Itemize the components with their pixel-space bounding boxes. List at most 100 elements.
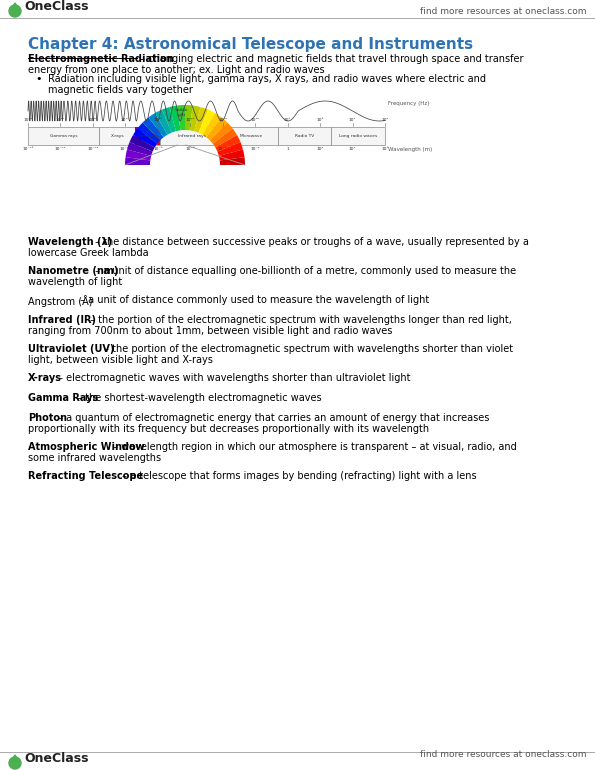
Text: – a unit of distance equalling one-billionth of a metre, commonly used to measur: – a unit of distance equalling one-billi… xyxy=(92,266,516,276)
Wedge shape xyxy=(143,117,164,140)
Text: 10⁻⁶: 10⁻⁶ xyxy=(186,147,195,151)
Wedge shape xyxy=(133,129,157,148)
Text: OneClass: OneClass xyxy=(24,1,89,14)
Wedge shape xyxy=(202,113,221,137)
Bar xyxy=(278,127,331,145)
Text: Atmospheric Window: Atmospheric Window xyxy=(28,442,145,452)
Text: Radiation including visible light, gamma rays, X rays, and radio waves where ele: Radiation including visible light, gamma… xyxy=(48,74,486,84)
Text: some infrared wavelengths: some infrared wavelengths xyxy=(28,453,161,463)
Text: magnetic fields vary together: magnetic fields vary together xyxy=(48,85,193,95)
Text: 10⁶: 10⁶ xyxy=(317,118,324,122)
Text: Ultraviolet: Ultraviolet xyxy=(136,134,159,138)
Text: 10²⁰: 10²⁰ xyxy=(89,118,98,122)
Text: 10⁻¹⁰: 10⁻¹⁰ xyxy=(120,147,131,151)
Text: Wavelength (λ): Wavelength (λ) xyxy=(28,237,112,247)
Text: Radio TV: Radio TV xyxy=(295,134,314,138)
Wedge shape xyxy=(206,117,227,140)
Wedge shape xyxy=(126,149,151,160)
Text: proportionally with its frequency but decreases proportionally with its waveleng: proportionally with its frequency but de… xyxy=(28,424,429,434)
Wedge shape xyxy=(177,105,185,130)
Wedge shape xyxy=(217,142,243,156)
Text: Refracting Telescope: Refracting Telescope xyxy=(28,471,143,481)
Text: Gamma rays: Gamma rays xyxy=(50,134,77,138)
Bar xyxy=(160,127,224,145)
Wedge shape xyxy=(170,105,180,131)
Bar xyxy=(153,127,156,145)
Text: energy from one place to another; ex. Light and radio waves: energy from one place to another; ex. Li… xyxy=(28,65,325,75)
Text: Electromagnetic Radiation: Electromagnetic Radiation xyxy=(28,54,174,64)
Text: 10⁴: 10⁴ xyxy=(349,147,356,151)
Text: Microwave: Microwave xyxy=(240,134,263,138)
Text: Infrared (IR): Infrared (IR) xyxy=(28,315,96,325)
Circle shape xyxy=(9,5,21,17)
Wedge shape xyxy=(215,135,240,152)
Wedge shape xyxy=(190,105,201,131)
Text: 10²: 10² xyxy=(381,118,389,122)
Text: Chapter 4: Astronomical Telescope and Instruments: Chapter 4: Astronomical Telescope and In… xyxy=(28,37,473,52)
Text: – the distance between successive peaks or troughs of a wave, usually represente: – the distance between successive peaks … xyxy=(92,237,528,247)
Wedge shape xyxy=(130,135,155,152)
Text: Long radio waves: Long radio waves xyxy=(339,134,377,138)
Text: Nanometre (nm): Nanometre (nm) xyxy=(28,266,118,276)
Text: 10²⁴: 10²⁴ xyxy=(23,118,33,122)
Wedge shape xyxy=(155,109,171,135)
Text: 10⁶: 10⁶ xyxy=(381,147,389,151)
Wedge shape xyxy=(194,107,208,132)
Text: – the portion of the electromagnetic spectrum with wavelengths shorter than viol: – the portion of the electromagnetic spe… xyxy=(101,344,513,354)
Text: find more resources at oneclass.com: find more resources at oneclass.com xyxy=(421,750,587,759)
Text: – wavelength region in which our atmosphere is transparent – at visual, radio, a: – wavelength region in which our atmosph… xyxy=(110,442,516,452)
Wedge shape xyxy=(213,129,237,148)
Wedge shape xyxy=(219,149,245,160)
Wedge shape xyxy=(220,157,245,165)
Wedge shape xyxy=(185,105,193,130)
Wedge shape xyxy=(198,109,215,135)
Text: 10¹²: 10¹² xyxy=(218,118,227,122)
Polygon shape xyxy=(13,3,17,6)
Text: 10¹⁴: 10¹⁴ xyxy=(186,118,195,122)
Wedge shape xyxy=(125,157,151,165)
Bar xyxy=(28,127,99,145)
Text: wavelength of light: wavelength of light xyxy=(28,277,122,287)
Text: X-rays: X-rays xyxy=(111,134,124,138)
Text: Photon: Photon xyxy=(28,413,67,423)
Text: 10²²: 10²² xyxy=(56,118,65,122)
Bar xyxy=(139,127,142,145)
Text: 10⁸: 10⁸ xyxy=(284,118,292,122)
Wedge shape xyxy=(149,113,168,137)
Text: X-rays: X-rays xyxy=(28,373,62,383)
Bar xyxy=(224,127,278,145)
Text: 10⁴: 10⁴ xyxy=(349,118,356,122)
Text: – electromagnetic waves with wavelengths shorter than ultraviolet light: – electromagnetic waves with wavelengths… xyxy=(55,373,411,383)
Wedge shape xyxy=(210,122,233,144)
Text: light, between visible light and X-rays: light, between visible light and X-rays xyxy=(28,355,213,365)
Text: 10¹⁰: 10¹⁰ xyxy=(250,118,259,122)
Text: 10¹⁶: 10¹⁶ xyxy=(154,118,162,122)
Text: Visible
light: Visible light xyxy=(175,109,188,117)
Text: •: • xyxy=(35,74,42,84)
Text: 10⁻²: 10⁻² xyxy=(250,147,260,151)
Circle shape xyxy=(9,757,21,769)
Text: Gamma Rays: Gamma Rays xyxy=(28,393,98,403)
Text: 10¹⁸: 10¹⁸ xyxy=(121,118,130,122)
Wedge shape xyxy=(162,107,176,132)
Text: – changing electric and magnetic fields that travel through space and transfer: – changing electric and magnetic fields … xyxy=(137,54,523,64)
Text: 10⁻¹²: 10⁻¹² xyxy=(87,147,99,151)
Text: – the shortest-wavelength electromagnetic waves: – the shortest-wavelength electromagneti… xyxy=(74,393,321,403)
Bar xyxy=(99,127,135,145)
Text: Ultraviolet (UV): Ultraviolet (UV) xyxy=(28,344,114,354)
Text: 10²: 10² xyxy=(317,147,324,151)
Bar xyxy=(156,127,160,145)
Text: 10⁻⁴: 10⁻⁴ xyxy=(218,147,227,151)
Text: Infrared rays: Infrared rays xyxy=(178,134,206,138)
Text: Frequency (Hz): Frequency (Hz) xyxy=(388,101,430,105)
Bar xyxy=(142,127,146,145)
Wedge shape xyxy=(127,142,153,156)
Text: find more resources at oneclass.com: find more resources at oneclass.com xyxy=(421,7,587,16)
Polygon shape xyxy=(13,755,17,758)
Bar xyxy=(135,127,139,145)
Text: lowercase Greek lambda: lowercase Greek lambda xyxy=(28,248,149,258)
Bar xyxy=(135,127,160,145)
Bar xyxy=(331,127,385,145)
Text: Wavelength (m): Wavelength (m) xyxy=(388,147,432,152)
Text: – a telescope that forms images by bending (refracting) light with a lens: – a telescope that forms images by bendi… xyxy=(119,471,477,481)
